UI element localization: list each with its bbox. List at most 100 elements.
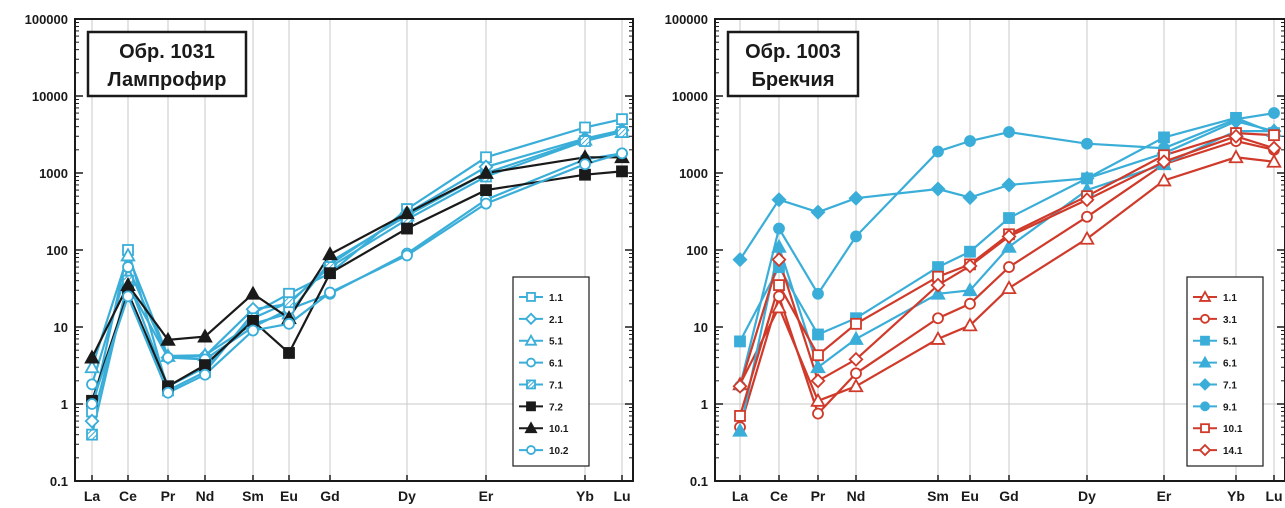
x-tick-label: Er (479, 488, 494, 504)
title-box (86, 30, 248, 98)
series-layer (732, 107, 1282, 437)
x-tick-label: Ce (770, 488, 788, 504)
data-point-10.1-Ce (773, 279, 785, 292)
legend-marker-10.1 (524, 421, 538, 434)
legend-marker-6.1 (1198, 355, 1212, 368)
data-point-3.1-Ce (773, 290, 785, 303)
y-tick-label: 100000 (665, 12, 708, 27)
data-point-7.1-Nd (848, 190, 864, 206)
data-point-6.1-La (732, 422, 748, 437)
data-point-7.2-Gd (324, 267, 336, 280)
x-tick-label: Dy (1078, 488, 1096, 504)
data-point-10.2-Sm (247, 324, 259, 337)
data-point-5.1-Eu (964, 245, 976, 258)
legend-marker-7.1 (1198, 378, 1212, 391)
data-point-9.1-Pr (812, 287, 824, 300)
data-point-1.1-Ce (771, 299, 787, 314)
data-point-10.1-Er (478, 164, 494, 179)
data-point-1.1-Lu (1266, 153, 1282, 168)
data-point-1.1-Yb (579, 121, 591, 134)
x-tick-label: Nd (847, 488, 866, 504)
chart-subtitle: Брекчия (751, 69, 834, 91)
data-point-1.1-Yb (1228, 149, 1244, 164)
data-point-10.2-Gd (324, 286, 336, 299)
x-tick-label: La (732, 488, 749, 504)
data-point-10.1-Nd (850, 317, 862, 330)
data-point-7.1-La-hatch (86, 429, 98, 440)
data-point-9.1-Lu (1268, 107, 1280, 119)
data-point-10.2-Er (480, 197, 492, 210)
x-tick-label: Pr (161, 488, 176, 504)
x-tick-label: Sm (242, 488, 264, 504)
plot-frame (714, 18, 1285, 482)
y-tick-label: 10 (54, 320, 68, 335)
legend-marker-6.1 (526, 357, 536, 368)
data-point-5.1-Pr (812, 328, 824, 341)
data-point-6.1-Pr (162, 351, 174, 364)
data-point-7.2-Dy (401, 222, 413, 235)
data-point-3.1-Pr (812, 407, 824, 420)
y-tick-label: 1 (61, 397, 68, 412)
data-point-7.1-La (732, 252, 748, 268)
y-tick-label: 1000 (39, 166, 68, 181)
data-point-10.1-La (734, 410, 746, 422)
data-point-6.1-Eu (962, 282, 978, 297)
data-point-3.1-Nd (850, 367, 862, 380)
data-point-6.1-Gd (1001, 238, 1017, 253)
legend-marker-10.2 (526, 445, 536, 455)
data-point-10.1-La (84, 349, 100, 364)
data-point-5.1-La (84, 359, 100, 374)
data-point-7.1-Eu (962, 190, 978, 206)
data-point-14.1-Nd (848, 351, 864, 367)
legend-label-7.2: 7.2 (549, 402, 563, 413)
legend-label-9.1: 9.1 (1223, 402, 1237, 413)
x-tick-label: Eu (961, 488, 979, 504)
y-tick-label: 0.1 (690, 474, 708, 489)
data-point-5.1-Sm (932, 261, 944, 273)
data-point-7.1-Dy (1079, 170, 1095, 186)
legend-label-2.1: 2.1 (549, 315, 563, 326)
data-point-7.2-Sm (247, 315, 259, 327)
data-point-10.2-Lu (616, 147, 628, 160)
x-tick-label: Yb (1227, 488, 1245, 504)
x-tick-label: Lu (613, 488, 630, 504)
legend-marker-1.1 (526, 292, 536, 302)
legend-marker-7.2 (526, 401, 536, 412)
y-tick-label: 100 (46, 243, 68, 258)
data-point-10.1-Nd (197, 328, 213, 343)
data-point-6.1-Ce (122, 261, 134, 273)
legend-marker-10.1 (1200, 423, 1210, 434)
data-point-10.1-Gd (322, 246, 338, 261)
legend-marker-7.1-hatch (526, 380, 536, 389)
y-tick-label: 100 (686, 243, 708, 258)
x-tick-label: Ce (119, 488, 137, 504)
data-point-2.1-La (84, 413, 100, 429)
data-point-1.1-Eu (962, 317, 978, 332)
x-tick-label: Gd (320, 488, 339, 504)
chart-panel-2: 0.1 1 10 100 1000 10000 100000 La Ce Pr Nd Sm Eu Gd Dy… (665, 12, 1285, 504)
data-point-1.1-Pr (810, 392, 826, 407)
data-point-10.2-Dy (401, 249, 413, 262)
x-tick-label: Gd (999, 488, 1018, 504)
data-point-14.1-Er (1156, 154, 1172, 170)
legend-label-10.2: 10.2 (549, 446, 569, 457)
data-point-10.2-Eu (283, 317, 295, 330)
y-tick-label: 10000 (32, 89, 68, 104)
data-point-9.1-Sm (932, 145, 944, 158)
data-point-1.1-Sm (930, 330, 946, 345)
chart-panel-1: 0.1 1 10 100 1000 10000 100000 La Ce Pr Nd Sm Eu Gd Dy… (25, 12, 634, 504)
data-point-1.1-Gd (1001, 280, 1017, 295)
data-point-14.1-Yb (1228, 128, 1244, 144)
data-point-9.1-Ce (773, 222, 785, 235)
data-point-9.1-Yb (1230, 113, 1242, 126)
y-tick-label: 10000 (672, 89, 708, 104)
data-point-7.1-Lu-hatch (616, 126, 628, 138)
x-tick-label: La (84, 488, 101, 504)
data-point-14.1-La (732, 378, 748, 394)
data-point-7.1-Sm (930, 181, 946, 197)
data-point-5.1-La (734, 335, 746, 348)
data-point-6.1-Ce (771, 238, 787, 253)
legend-label-5.1: 5.1 (1223, 337, 1237, 348)
data-point-10.1-Pr (812, 349, 824, 362)
data-point-7.1-Ce (771, 192, 787, 208)
